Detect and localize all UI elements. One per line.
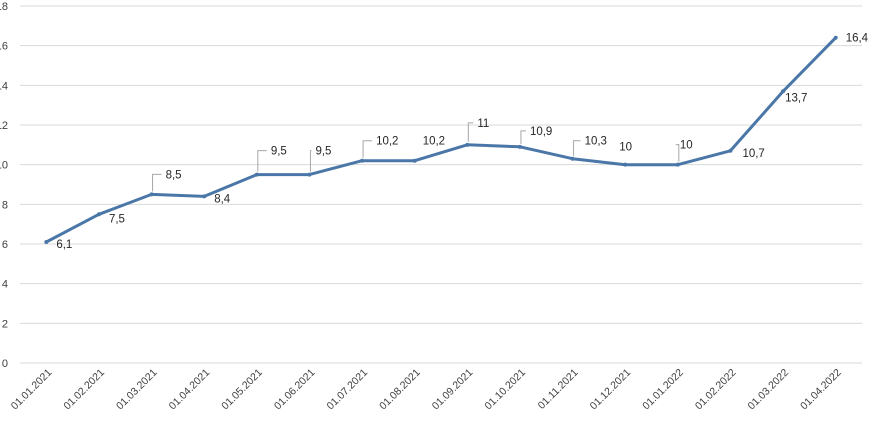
- data-point: [465, 142, 470, 147]
- x-tick-label: 01.10.2021: [482, 367, 528, 413]
- data-label: 10,2: [376, 136, 398, 148]
- data-label-leader: [257, 150, 267, 172]
- y-tick-label: 10: [0, 160, 8, 172]
- x-tick-label: 01.08.2021: [377, 367, 423, 413]
- data-point: [44, 240, 49, 245]
- gridlines: [20, 5, 862, 364]
- y-tick-label: 18: [0, 1, 8, 13]
- series-line-group: [44, 35, 838, 245]
- data-label-leader: [152, 173, 162, 192]
- data-label: 7,5: [109, 213, 125, 225]
- x-tick-label: 01.01.2022: [640, 367, 686, 413]
- x-axis-tick-labels: 01.01.2021 01.02.2021 01.03.2021 01.04.2021…: [9, 367, 844, 413]
- y-tick-label: 4: [2, 279, 8, 291]
- data-label: 8,5: [166, 169, 182, 181]
- data-label: 10,2: [423, 136, 445, 148]
- data-label: 10: [619, 142, 632, 154]
- x-tick-label: 01.09.2021: [430, 367, 476, 413]
- y-tick-label: 12: [0, 120, 8, 132]
- y-tick-label: 2: [2, 318, 8, 330]
- data-label: 10: [680, 140, 693, 152]
- data-label: 8,4: [214, 193, 231, 205]
- data-label: 10,3: [585, 136, 607, 148]
- data-point: [570, 156, 575, 161]
- data-point: [728, 148, 733, 153]
- x-tick-label: 01.04.2022: [798, 367, 844, 413]
- data-label: 11: [477, 118, 489, 130]
- data-label-leader: [309, 150, 312, 172]
- data-label-leader: [520, 130, 526, 144]
- data-point: [307, 172, 312, 177]
- series-line: [44, 36, 838, 244]
- x-tick-label: 01.06.2021: [272, 367, 318, 413]
- data-label: 13,7: [785, 92, 807, 104]
- x-tick-label: 01.05.2021: [219, 367, 265, 413]
- data-label-leader: [362, 140, 373, 158]
- y-tick-label: 6: [2, 239, 8, 251]
- data-point: [833, 35, 838, 40]
- data-label: 16,4: [846, 33, 869, 45]
- y-axis-tick-labels: 0 2 4 6 8 10 12 14 16 18: [0, 1, 8, 370]
- data-label: 9,5: [271, 146, 287, 158]
- x-tick-label: 01.11.2021: [536, 367, 581, 412]
- data-point: [96, 212, 101, 217]
- data-label: 6,1: [56, 239, 72, 251]
- data-point: [202, 194, 207, 199]
- data-point: [254, 172, 259, 177]
- data-label: 9,5: [315, 146, 331, 158]
- x-tick-label: 01.03.2022: [746, 367, 792, 413]
- data-point: [623, 162, 628, 167]
- data-point: [149, 192, 154, 197]
- x-tick-label: 01.07.2021: [325, 367, 371, 413]
- data-point: [517, 144, 522, 149]
- data-labels: 6,1 7,5 8,5 8,4 9,5 9,5 10,2 10,2 11 10,9 10,3 10 10…: [56, 33, 868, 251]
- data-point: [781, 89, 786, 94]
- y-tick-label: 14: [0, 80, 8, 92]
- y-tick-label: 0: [2, 358, 8, 370]
- y-tick-label: 8: [2, 199, 8, 211]
- data-point: [360, 158, 365, 163]
- data-point: [412, 158, 417, 163]
- x-tick-label: 01.02.2021: [61, 367, 107, 413]
- x-tick-label: 01.02.2022: [693, 367, 739, 413]
- data-label: 10,9: [530, 126, 552, 138]
- x-tick-label: 01.01.2021: [9, 367, 55, 413]
- x-tick-label: 01.03.2021: [114, 367, 160, 413]
- x-tick-label: 01.04.2021: [167, 367, 213, 413]
- data-label-leader: [573, 140, 581, 156]
- data-label: 10,7: [742, 148, 764, 160]
- data-point: [675, 162, 680, 167]
- x-tick-label: 01.12.2021: [588, 367, 634, 413]
- y-tick-label: 16: [0, 41, 8, 53]
- data-label-leader: [675, 144, 680, 162]
- data-label-leader: [467, 122, 474, 142]
